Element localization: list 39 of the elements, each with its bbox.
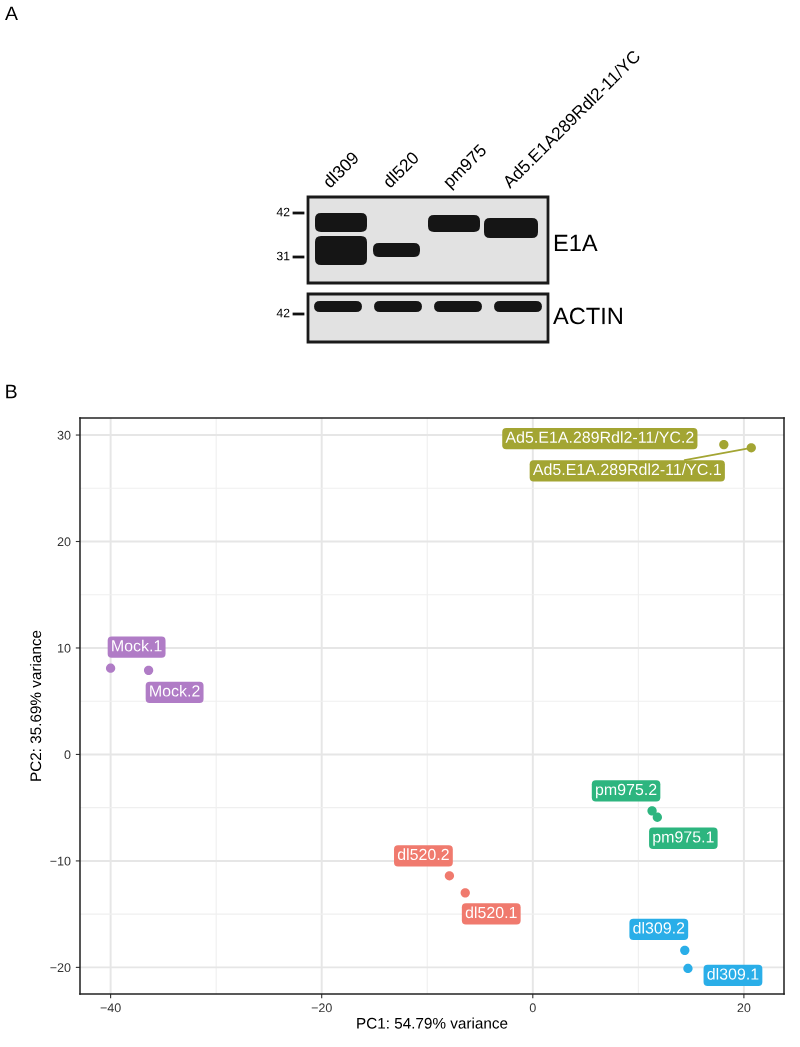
text: 42 [276, 308, 290, 318]
annotation: dl309.2 [633, 921, 685, 934]
annotation: Mock.2 [150, 684, 200, 697]
annotation: Ad5.E1A.289Rdl2-11/YC.2 [505, 431, 694, 443]
text: 31 [276, 251, 290, 261]
y-tick-label: 0 [64, 750, 71, 760]
annotation: dl520.1 [465, 906, 517, 919]
annotation: dl520.2 [397, 848, 449, 861]
point [746, 443, 756, 453]
point [143, 665, 154, 675]
text: 42 [276, 207, 290, 217]
y-tick-label: 10 [58, 643, 71, 653]
text: A [5, 6, 18, 21]
annotation: Mock.1 [112, 639, 162, 652]
y-tick-label: −20 [50, 963, 71, 973]
point [647, 806, 657, 816]
x-tick-label: −40 [100, 1003, 121, 1013]
text: E1A [554, 234, 598, 252]
x-axis-title: PC1: 54.79% variance [357, 1017, 508, 1029]
x-tick-label: 20 [737, 1003, 751, 1013]
point [652, 812, 662, 822]
point [105, 663, 116, 673]
chart-title: B [6, 384, 17, 399]
x-tick-label: −20 [311, 1003, 332, 1013]
point [444, 871, 455, 881]
annotation: pm975.2 [596, 783, 657, 799]
point [460, 888, 470, 898]
point [719, 439, 729, 450]
annotation: dl309.1 [707, 968, 759, 980]
y-tick-label: 30 [57, 430, 71, 440]
annotation: pm975.1 [653, 831, 714, 846]
y-tick-label: 20 [57, 537, 71, 547]
text: ACTIN [553, 307, 622, 325]
y-tick-label: −10 [50, 856, 71, 866]
point [683, 963, 693, 974]
y-axis-title: PC2: 35.69% variance [29, 630, 42, 781]
annotation: Ad5.E1A.289Rdl2-11/YC.1 [532, 463, 721, 476]
point [680, 945, 690, 956]
x-tick-label: 0 [529, 1003, 536, 1013]
